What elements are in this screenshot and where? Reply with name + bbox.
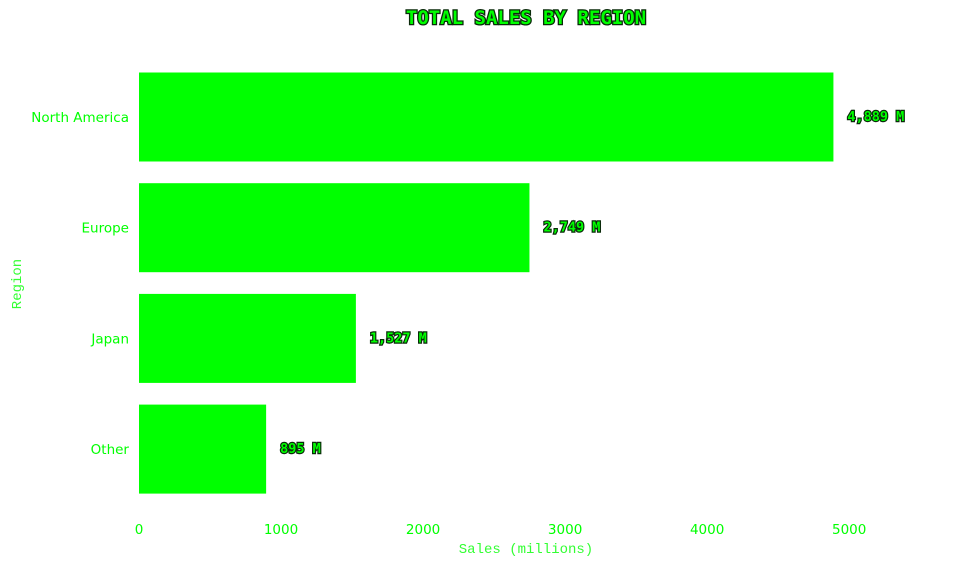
y-axis-label: Region: [10, 259, 26, 309]
x-tick-label: 0: [135, 522, 144, 538]
bars-layer: [139, 72, 834, 494]
x-axis-ticks: 0 1000 2000 3000 4000 5000: [135, 522, 867, 538]
x-tick-label: 1000: [264, 522, 298, 538]
bar-value-label: 2,749 M: [543, 220, 600, 236]
y-tick-label: Japan: [90, 331, 129, 347]
x-tick-label: 3000: [548, 522, 582, 538]
x-tick-label: 2000: [406, 522, 440, 538]
data-labels-layer: 4,889 M 2,749 M 1,527 M 895 M: [279, 108, 906, 459]
bar: [139, 404, 267, 494]
x-axis-label: Sales (millions): [459, 542, 593, 558]
bar-value-label: 1,527 M: [370, 330, 427, 346]
x-tick-label: 5000: [832, 522, 866, 538]
y-axis-ticks: North America Europe Japan Other: [31, 110, 129, 458]
bar-value-label: 4,889 M: [847, 109, 904, 125]
bar: [139, 72, 834, 162]
chart-title: TOTAL SALES BY REGION: [406, 7, 646, 29]
x-tick-label: 4000: [690, 522, 724, 538]
y-tick-label: North America: [31, 110, 129, 126]
y-tick-label: Europe: [82, 221, 129, 237]
bar: [139, 293, 356, 383]
y-tick-label: Other: [91, 442, 130, 458]
bar-value-label: 895 M: [280, 441, 321, 457]
bar: [139, 183, 530, 273]
